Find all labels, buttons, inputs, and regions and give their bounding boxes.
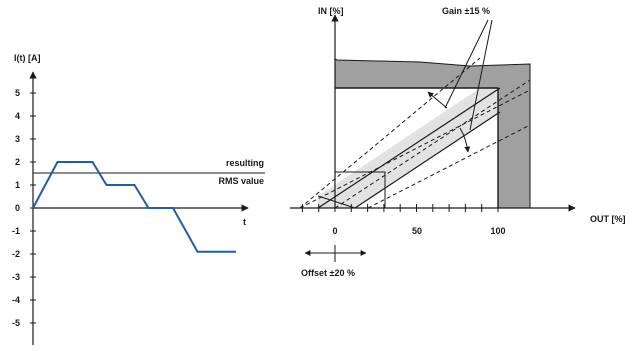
out-tick-0: 0 (332, 226, 337, 236)
transfer-chart: IN [%] OUT [%] 0 50 100 Gain ±15 % Offse… (290, 6, 626, 278)
band-offset-line (317, 195, 356, 209)
out-x-minor-ticks (301, 204, 499, 212)
gain-pointer-2 (469, 19, 493, 131)
gain-dashed-line-3 (334, 79, 531, 209)
rms-label-line1: resulting (226, 158, 264, 168)
current-y-tick-label: 0 (15, 203, 20, 213)
gain-pointer-1 (444, 19, 489, 109)
current-y-tick-label: 3 (15, 134, 20, 144)
band-lower-line (354, 111, 501, 209)
current-y-tick-label: -5 (12, 318, 20, 328)
current-y-tick-label: -2 (12, 249, 20, 259)
offset-label: Offset ±20 % (301, 268, 355, 278)
gain-rotation-arrow-down (459, 127, 471, 153)
current-y-tick-label: 4 (15, 111, 20, 121)
rms-label-line2: RMS value (218, 176, 264, 186)
current-y-tick-label: -1 (12, 226, 20, 236)
current-y-tick-label: -3 (12, 272, 20, 282)
current-y-tick-label: 2 (15, 157, 20, 167)
current-signal-line (32, 161, 236, 253)
current-y-tick-label: 5 (15, 88, 20, 98)
current-y-axis-label: I(t) [A] (14, 53, 41, 63)
gain-rotation-arrow-up (427, 91, 448, 109)
gain-dashed-line-4 (367, 124, 531, 209)
out-tick-100: 100 (490, 226, 505, 236)
band-upper-line (317, 87, 501, 209)
current-y-ticks: 5 4 3 2 1 0 -1 -2 -3 -4 -5 (12, 88, 36, 328)
current-y-tick-label: 1 (15, 180, 20, 190)
in-y-axis-label: IN [%] (318, 6, 344, 16)
current-chart: I(t) [A] t 5 4 3 2 1 0 -1 -2 -3 -4 -5 resulting RM… (12, 53, 265, 345)
out-x-axis-label: OUT [%] (590, 214, 626, 224)
gain-dashed-line-2 (299, 89, 531, 209)
out-tick-50: 50 (412, 226, 422, 236)
current-y-tick-label: -4 (12, 295, 20, 305)
gain-label: Gain ±15 % (442, 6, 490, 16)
current-x-axis-label: t (243, 217, 246, 227)
